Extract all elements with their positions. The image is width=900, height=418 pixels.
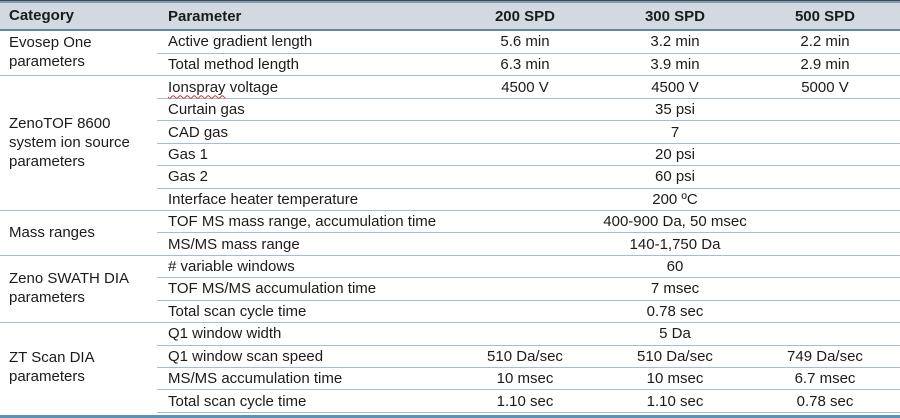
parameter-cell: Gas 2 xyxy=(157,165,450,189)
category-cell: Evosep One parameters xyxy=(0,29,157,76)
value-cell-span: 0.78 sec xyxy=(450,299,900,323)
parameter-cell: TOF MS/MS accumulation time xyxy=(157,277,450,301)
table-row: Zeno SWATH DIA parameters # variable wind… xyxy=(0,254,900,323)
table-row: Gas 1 20 psi xyxy=(0,142,900,166)
parameter-cell: Q1 window scan speed xyxy=(157,344,450,368)
parameter-cell: Q1 window width xyxy=(157,322,450,346)
table-row: Total scan cycle time 1.10 sec 1.10 sec 0.7… xyxy=(0,389,900,413)
value-cell-span: 7 msec xyxy=(450,277,900,301)
parameter-cell: Gas 1 xyxy=(157,142,450,166)
parameter-cell: TOF MS mass range, accumulation time xyxy=(157,209,450,233)
table-row: Evosep One parameters Active gradient len… xyxy=(0,29,900,76)
value-cell: 0.78 sec xyxy=(750,389,900,413)
table-row: Interface heater temperature 200 ºC xyxy=(0,187,900,211)
header-row: Category Parameter 200 SPD 300 SPD 500 S… xyxy=(0,1,900,31)
table-row: Mass ranges TOF MS mass range, accumulati… xyxy=(0,209,900,256)
parameter-cell: Total scan cycle time xyxy=(157,389,450,413)
value-cell: 5.6 min xyxy=(450,29,600,54)
table-row: TOF MS/MS accumulation time 7 msec xyxy=(0,277,900,301)
table-row: MS/MS accumulation time 10 msec 10 msec 6.7… xyxy=(0,366,900,390)
table-row: MS/MS mass range 140-1,750 Da xyxy=(0,232,900,256)
value-cell: 510 Da/sec xyxy=(450,344,600,368)
category-cell: Mass ranges xyxy=(0,210,157,256)
value-cell: 5000 V xyxy=(750,75,900,99)
value-cell: 4500 V xyxy=(450,75,600,99)
value-cell: 3.2 min xyxy=(600,29,750,54)
value-cell: 3.9 min xyxy=(600,52,750,76)
value-cell: 6.7 msec xyxy=(750,366,900,390)
value-cell: 510 Da/sec xyxy=(600,344,750,368)
value-cell: 6.3 min xyxy=(450,52,600,76)
value-cell: 10 msec xyxy=(600,366,750,390)
value-cell: 2.2 min xyxy=(750,29,900,54)
category-cell: Zeno SWATH DIA parameters xyxy=(0,254,157,323)
table-row: Q1 window scan speed 510 Da/sec 510 Da/sec… xyxy=(0,344,900,368)
parameter-cell: # variable windows xyxy=(157,254,450,278)
col-header-500spd: 500 SPD xyxy=(750,1,900,31)
parameter-cell: Total method length xyxy=(157,52,450,76)
value-cell-span: 35 psi xyxy=(450,97,900,121)
parameter-cell: Active gradient length xyxy=(157,29,450,54)
value-cell-span: 200 ºC xyxy=(450,187,900,211)
table-row: Gas 2 60 psi xyxy=(0,165,900,189)
category-cell: ZT Scan DIA parameters xyxy=(0,322,157,413)
value-cell-span: 20 psi xyxy=(450,142,900,166)
value-cell: 2.9 min xyxy=(750,52,900,76)
table-row: CAD gas 7 xyxy=(0,120,900,144)
parameter-cell: Total scan cycle time xyxy=(157,299,450,323)
value-cell: 1.10 sec xyxy=(450,389,600,413)
value-cell-span: 60 psi xyxy=(450,165,900,189)
parameter-cell: CAD gas xyxy=(157,120,450,144)
value-cell-span: 400-900 Da, 50 msec xyxy=(450,209,900,233)
table-row: ZT Scan DIA parameters Q1 window width 5 D… xyxy=(0,322,900,413)
table-row: ZenoTOF 8600 system ion source parameter… xyxy=(0,75,900,211)
table-row: Total scan cycle time 0.78 sec xyxy=(0,299,900,323)
parameter-cell: MS/MS accumulation time xyxy=(157,366,450,390)
col-header-300spd: 300 SPD xyxy=(600,1,750,31)
table-body: Evosep One parameters Active gradient len… xyxy=(0,29,900,413)
value-cell: 4500 V xyxy=(600,75,750,99)
col-header-category: Category xyxy=(0,1,157,31)
value-cell: 10 msec xyxy=(450,366,600,390)
category-cell: ZenoTOF 8600 system ion source parameter… xyxy=(0,75,157,211)
value-cell-span: 5 Da xyxy=(450,322,900,346)
parameter-cell: MS/MS mass range xyxy=(157,232,450,256)
misspelled-word: Ionspray xyxy=(168,78,226,96)
parameter-cell: Ionspray voltage xyxy=(157,75,450,99)
value-cell: 749 Da/sec xyxy=(750,344,900,368)
col-header-200spd: 200 SPD xyxy=(450,1,600,31)
table-row: Curtain gas 35 psi xyxy=(0,97,900,121)
parameter-cell: Interface heater temperature xyxy=(157,187,450,211)
value-cell: 1.10 sec xyxy=(600,389,750,413)
value-cell-span: 7 xyxy=(450,120,900,144)
parameter-cell: Curtain gas xyxy=(157,97,450,121)
table-row: Total method length 6.3 min 3.9 min 2.9 min xyxy=(0,52,900,76)
table-header: Category Parameter 200 SPD 300 SPD 500 S… xyxy=(0,1,900,31)
value-cell-span: 60 xyxy=(450,254,900,278)
value-cell-span: 140-1,750 Da xyxy=(450,232,900,256)
col-header-parameter: Parameter xyxy=(157,1,450,31)
